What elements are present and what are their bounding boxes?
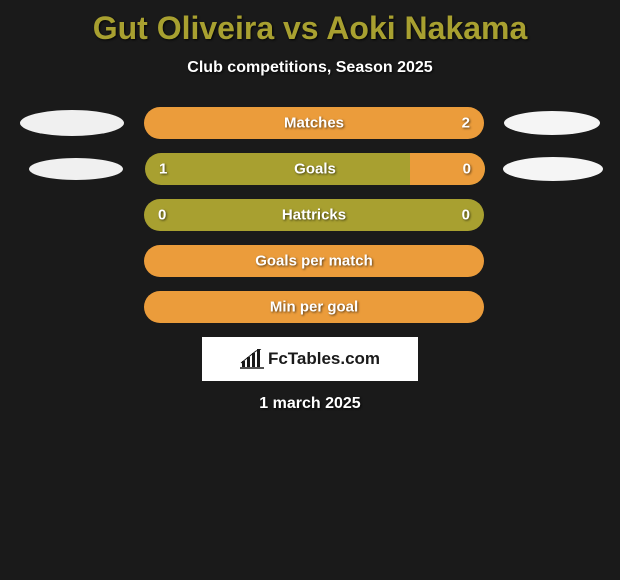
stat-row: 0 Hattricks 0 bbox=[0, 199, 620, 231]
stat-label: Goals bbox=[294, 161, 336, 178]
player-right-oval bbox=[503, 157, 603, 181]
bar-chart-icon bbox=[240, 349, 264, 369]
stat-value-left: 0 bbox=[158, 207, 166, 224]
stats-list: Matches 2 1 Goals 0 0 Hattricks 0 Goals per matc… bbox=[0, 107, 620, 323]
subtitle: Club competitions, Season 2025 bbox=[0, 59, 620, 77]
stat-bar: Min per goal bbox=[144, 291, 484, 323]
stat-label: Hattricks bbox=[282, 207, 346, 224]
stat-bar: Matches 2 bbox=[144, 107, 484, 139]
stat-bar: 1 Goals 0 bbox=[145, 153, 485, 185]
comparison-card: Gut Oliveira vs Aoki Nakama Club competi… bbox=[0, 0, 620, 423]
stat-label: Min per goal bbox=[270, 299, 358, 316]
player-left-oval bbox=[20, 110, 124, 136]
stat-label: Matches bbox=[284, 115, 344, 132]
stat-value-left: 1 bbox=[159, 161, 167, 178]
stat-value-right: 0 bbox=[463, 161, 471, 178]
stat-row: Goals per match bbox=[0, 245, 620, 277]
date: 1 march 2025 bbox=[0, 395, 620, 413]
stat-row: Min per goal bbox=[0, 291, 620, 323]
stat-bar: 0 Hattricks 0 bbox=[144, 199, 484, 231]
logo-box[interactable]: FcTables.com bbox=[202, 337, 418, 381]
stat-value-right: 0 bbox=[462, 207, 470, 224]
logo-text: FcTables.com bbox=[268, 349, 380, 369]
player-left-oval bbox=[29, 158, 123, 180]
logo-inner: FcTables.com bbox=[240, 349, 380, 369]
player-right-oval bbox=[504, 111, 600, 135]
bar-fill-right bbox=[410, 153, 485, 185]
stat-value-right: 2 bbox=[462, 115, 470, 132]
stat-row: 1 Goals 0 bbox=[0, 153, 620, 185]
stat-bar: Goals per match bbox=[144, 245, 484, 277]
page-title: Gut Oliveira vs Aoki Nakama bbox=[0, 10, 620, 47]
stat-row: Matches 2 bbox=[0, 107, 620, 139]
stat-label: Goals per match bbox=[255, 253, 373, 270]
